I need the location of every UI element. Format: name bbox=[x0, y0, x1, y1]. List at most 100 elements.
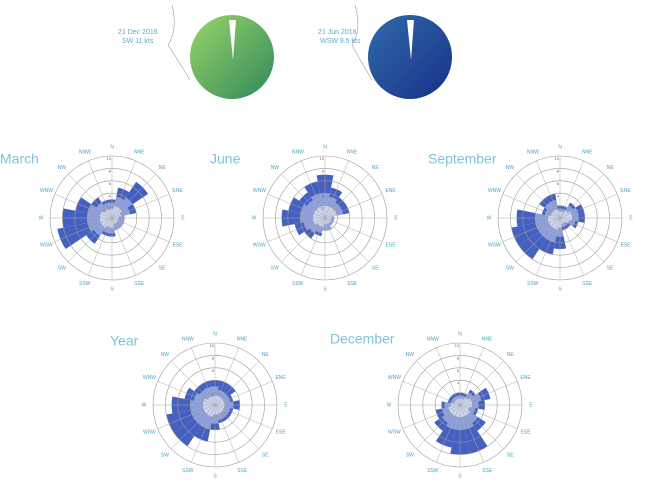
wind-rose: Year 2 4 6 8 10 N NNE NE ENE E ESE SE SSE S SSW SW WSW W WN… bbox=[110, 331, 288, 479]
direction-label: N bbox=[323, 144, 327, 150]
wind-rose: December 2 4 6 8 10 N NNE NE ENE E ESE SE SSE S SSW SW WS… bbox=[330, 331, 533, 480]
spoke bbox=[301, 160, 326, 219]
direction-label: ESE bbox=[276, 429, 287, 435]
spoke bbox=[459, 404, 505, 450]
r-tick-label: 6 bbox=[557, 181, 560, 186]
wind-segment bbox=[560, 218, 570, 224]
spoke bbox=[515, 217, 561, 263]
spoke bbox=[436, 347, 461, 406]
direction-label: E bbox=[529, 402, 533, 408]
wind-segment bbox=[312, 218, 325, 225]
wind-segment bbox=[201, 380, 212, 390]
wind-segment bbox=[546, 193, 557, 203]
wind-segment bbox=[194, 425, 211, 442]
wind-segment bbox=[202, 405, 215, 412]
wind-segment bbox=[435, 425, 456, 448]
chart-title: March bbox=[0, 151, 39, 167]
wind-segment bbox=[329, 187, 343, 200]
r-tick-label: 8 bbox=[109, 168, 112, 173]
wind-segment bbox=[539, 238, 556, 255]
r-tick-label: 6 bbox=[457, 368, 460, 373]
spoke bbox=[515, 173, 561, 219]
wind-rose: June 2 4 6 8 10 N NNE NE ENE E ESE SE SSE S SSW SW WSW W WN… bbox=[210, 144, 398, 292]
wind-segment bbox=[288, 197, 305, 214]
r-tick-label: 2 bbox=[557, 206, 560, 211]
spoke bbox=[267, 194, 326, 219]
wind-segment bbox=[166, 409, 195, 433]
r-tick-label: 10 bbox=[455, 343, 460, 348]
spoke bbox=[301, 217, 326, 276]
wind-segment bbox=[218, 380, 229, 393]
r-tick-label: 8 bbox=[322, 168, 325, 173]
spoke bbox=[214, 381, 273, 406]
spoke bbox=[324, 217, 349, 276]
r-tick-label: 8 bbox=[457, 355, 460, 360]
wind-segment bbox=[547, 218, 560, 225]
direction-label: NNW bbox=[79, 150, 91, 156]
direction-label: N bbox=[213, 331, 217, 337]
spoke bbox=[88, 217, 113, 276]
spoke bbox=[402, 404, 461, 429]
direction-label: SW bbox=[58, 266, 66, 272]
direction-label: E bbox=[181, 215, 185, 221]
wind-segment bbox=[549, 199, 559, 211]
direction-label: ENE bbox=[620, 188, 631, 194]
wind-segment bbox=[446, 415, 458, 430]
direction-label: SSE bbox=[347, 281, 358, 287]
r-tick-label: 6 bbox=[322, 181, 325, 186]
wind-segment bbox=[460, 398, 473, 405]
wind-segment bbox=[318, 205, 325, 218]
wind-segment bbox=[464, 425, 488, 454]
wind-segment bbox=[335, 207, 344, 216]
direction-label: NE bbox=[607, 165, 615, 171]
direction-label: NNE bbox=[482, 337, 493, 343]
direction-label: E bbox=[629, 215, 633, 221]
wind-segment bbox=[119, 207, 131, 217]
wind-segment bbox=[75, 197, 92, 214]
spoke bbox=[111, 217, 136, 276]
map-date: 21 Jun 2016 bbox=[318, 29, 357, 36]
spoke bbox=[111, 217, 170, 242]
wind-segment bbox=[535, 220, 550, 232]
wind-segment bbox=[112, 212, 122, 218]
direction-label: NW bbox=[506, 165, 515, 171]
direction-label: ENE bbox=[385, 188, 396, 194]
direction-label: NNW bbox=[427, 337, 439, 343]
spoke bbox=[459, 404, 518, 429]
spoke bbox=[402, 381, 461, 406]
r-tick-label: 2 bbox=[212, 393, 215, 398]
direction-label: NW bbox=[406, 352, 415, 358]
spoke bbox=[559, 173, 605, 219]
direction-label: NNW bbox=[182, 337, 194, 343]
direction-label: SW bbox=[271, 266, 279, 272]
r-tick-label: 10 bbox=[210, 343, 215, 348]
spoke bbox=[502, 194, 561, 219]
direction-label: SE bbox=[372, 266, 379, 272]
wind-segment bbox=[87, 220, 102, 232]
spoke bbox=[267, 217, 326, 242]
wind-segment bbox=[441, 407, 450, 416]
direction-label: SE bbox=[607, 266, 614, 272]
direction-label: E bbox=[394, 215, 398, 221]
direction-label: WSW bbox=[253, 242, 266, 248]
direction-label: SSW bbox=[182, 468, 194, 474]
direction-label: W bbox=[387, 402, 392, 408]
wind-segment bbox=[511, 222, 540, 246]
spoke bbox=[111, 173, 157, 219]
spoke bbox=[502, 217, 561, 242]
wind-segment bbox=[201, 415, 213, 430]
direction-label: ESE bbox=[173, 242, 184, 248]
direction-label: SE bbox=[507, 453, 514, 459]
wind-segment bbox=[478, 387, 491, 401]
wind-segment bbox=[99, 211, 112, 218]
direction-label: SSE bbox=[482, 468, 493, 474]
map-date: 21 Dec 2016 bbox=[118, 29, 158, 36]
direction-label: SW bbox=[161, 453, 169, 459]
chart-title: September bbox=[428, 151, 497, 167]
wind-segment bbox=[327, 196, 338, 208]
r-tick-label: 2 bbox=[457, 393, 460, 398]
direction-label: NNE bbox=[134, 150, 145, 156]
wind-segment bbox=[325, 211, 338, 218]
wind-segment bbox=[470, 392, 482, 403]
